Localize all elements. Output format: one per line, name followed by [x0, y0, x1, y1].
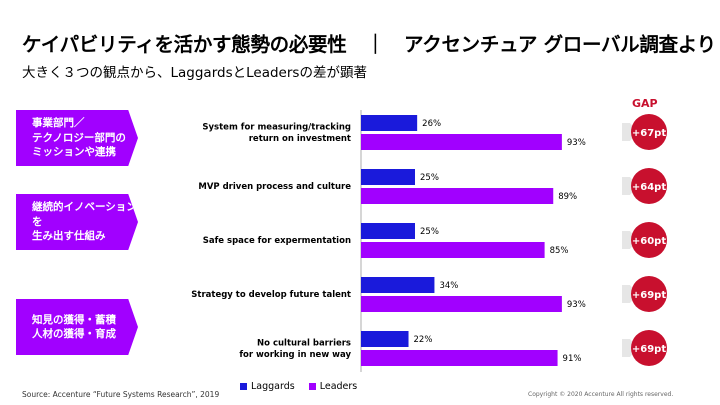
legend-item-laggards: Laggards: [240, 381, 295, 392]
data-label-laggards: 22%: [414, 335, 433, 345]
gap-label: +60pt: [632, 236, 666, 247]
category-label: Safe space for expermentation: [203, 236, 351, 246]
gap-circle: [631, 222, 667, 258]
pillar-line: 継続的イノベーションを: [32, 201, 137, 228]
category-label: return on investment: [249, 134, 351, 144]
legend-label-leaders: Leaders: [319, 381, 358, 392]
page-title: ケイパビリティを活かす態勢の必要性 ｜ アクセンチュア グローバル調査より: [22, 33, 716, 56]
bar-leaders: [361, 350, 558, 366]
pillar-line: 生み出す仕組み: [32, 230, 106, 243]
footer-source: Source: Accenture “Future Systems Resear…: [22, 390, 220, 399]
data-label-laggards: 25%: [420, 173, 439, 183]
legend: Laggards Leaders: [240, 381, 357, 392]
gap-circle: [631, 114, 667, 150]
bar-leaders: [361, 296, 562, 312]
footer-copyright: Copyright © 2020 Accenture All rights re…: [528, 391, 674, 398]
gap-label: +69pt: [632, 344, 666, 355]
category-label: MVP driven process and culture: [198, 182, 351, 192]
legend-item-leaders: Leaders: [308, 381, 358, 392]
data-label-laggards: 25%: [420, 227, 439, 237]
category-label: System for measuring/tracking: [202, 123, 351, 133]
legend-swatch-laggards: [240, 383, 247, 390]
bar-laggards: [361, 277, 435, 293]
gap-header: GAP: [632, 97, 658, 110]
pillar-line: ミッションや連携: [32, 146, 116, 159]
data-label-leaders: 89%: [558, 192, 577, 202]
bar-laggards: [361, 223, 415, 239]
bar-laggards: [361, 331, 409, 347]
bar-leaders: [361, 242, 545, 258]
gap-label: +64pt: [632, 182, 666, 193]
gap-label: +67pt: [632, 128, 666, 139]
gap-circle: [631, 276, 667, 312]
legend-swatch-leaders: [308, 383, 316, 390]
pillar-mission: 事業部門／ テクノロジー部門の ミッションや連携: [16, 110, 138, 166]
data-label-leaders: 91%: [563, 354, 582, 364]
pillar-line: 知見の獲得・蓄積: [32, 313, 116, 326]
data-label-laggards: 34%: [439, 281, 458, 291]
legend-label-laggards: Laggards: [251, 381, 295, 392]
data-label-leaders: 93%: [567, 138, 586, 148]
pillar-talent: 知見の獲得・蓄積 人材の獲得・育成: [16, 299, 138, 355]
data-label-leaders: 93%: [567, 300, 586, 310]
pillar-line: テクノロジー部門の: [32, 131, 126, 144]
bar-leaders: [361, 188, 554, 204]
data-label-leaders: 85%: [550, 246, 569, 256]
gap-label: +69pt: [632, 290, 666, 301]
page-subtitle: 大きく３つの観点から、LaggardsとLeadersの差が顕著: [22, 65, 367, 81]
bar-leaders: [361, 134, 562, 150]
pillar-innovation: 継続的イノベーションを 生み出す仕組み: [16, 194, 138, 250]
pillar-line: 人材の獲得・育成: [32, 328, 116, 340]
gap-circle: [631, 330, 667, 366]
category-label: Strategy to develop future talent: [191, 290, 351, 300]
gap-circle: [631, 168, 667, 204]
category-label: No cultural barriers: [257, 339, 351, 349]
data-label-laggards: 26%: [422, 119, 441, 129]
bar-laggards: [361, 115, 418, 131]
category-label: for working in new way: [239, 350, 351, 360]
pillar-line: 事業部門／: [32, 117, 85, 130]
bar-laggards: [361, 169, 415, 185]
